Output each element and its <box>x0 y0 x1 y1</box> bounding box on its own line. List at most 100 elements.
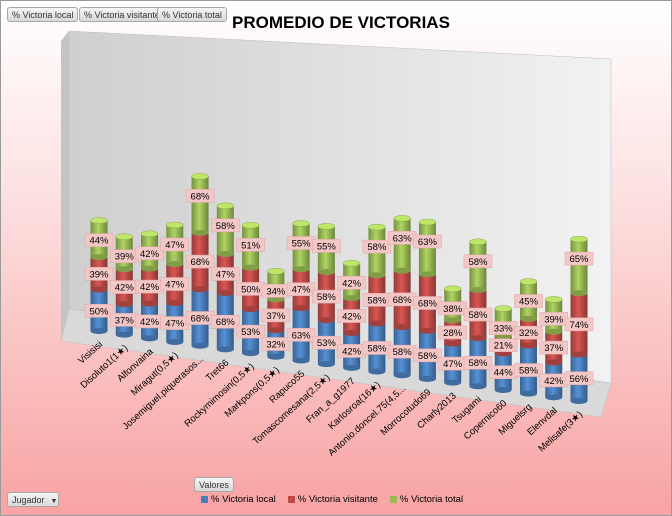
bar-segment-base <box>267 327 285 334</box>
data-label: 42% <box>342 278 362 289</box>
bar-segment-base <box>519 390 537 397</box>
side-wall <box>61 31 69 341</box>
bar-top <box>418 218 437 226</box>
data-label: 47% <box>292 285 312 296</box>
bar-top <box>90 217 108 224</box>
data-label: 50% <box>89 306 109 317</box>
data-label-box <box>211 314 240 329</box>
data-label: 34% <box>266 286 286 297</box>
bar-stack: 47% 47% 47% <box>160 221 190 346</box>
player-field-label: Jugador <box>12 495 45 505</box>
data-label: 58% <box>216 221 236 232</box>
data-label: 37% <box>266 311 286 322</box>
data-label: 28% <box>443 328 463 339</box>
bar-top <box>443 285 462 293</box>
bar-segment-base <box>393 324 411 331</box>
bar-top <box>570 235 588 243</box>
bar-segment-base <box>292 357 310 364</box>
bar-segment <box>191 176 209 233</box>
bar-segment-base <box>141 300 159 307</box>
data-label-box <box>84 267 114 281</box>
bar-top <box>544 296 563 303</box>
legend-item-local: % Victoria local <box>201 492 276 506</box>
bar-segment-base <box>292 266 310 273</box>
data-label: 53% <box>241 327 261 338</box>
data-label-box <box>337 275 366 290</box>
bar-segment-base <box>317 361 335 368</box>
data-label: 44% <box>494 368 514 379</box>
bar-stack: 42% 42% 42% <box>337 260 366 371</box>
bar-segment-base <box>216 346 234 353</box>
bar-segment-base <box>90 328 108 334</box>
player-field-button[interactable]: Jugador ▼ <box>7 492 59 507</box>
data-label: 42% <box>140 249 160 260</box>
data-label-box <box>539 340 569 355</box>
values-field-button[interactable]: Valores <box>194 477 234 492</box>
data-label: 47% <box>165 280 185 291</box>
data-label: 47% <box>165 319 185 330</box>
data-label-box <box>160 237 190 252</box>
data-label-box <box>286 328 316 342</box>
data-label-box <box>463 254 493 269</box>
data-label: 58% <box>317 292 337 303</box>
data-label-box <box>488 338 518 353</box>
data-label: 21% <box>494 341 514 352</box>
data-label: 58% <box>367 343 387 354</box>
data-label-box <box>261 308 291 323</box>
bar-segment-base <box>90 286 108 293</box>
bar-segment-base <box>166 300 184 307</box>
data-label: 68% <box>191 314 211 325</box>
data-label: 55% <box>292 239 312 250</box>
bar-segment-base <box>368 368 386 375</box>
bar-segment-base <box>469 383 487 390</box>
data-label: 47% <box>216 269 236 280</box>
bar-top <box>368 223 386 231</box>
bar-stack: 68% 68% 68% <box>185 173 215 349</box>
data-label: 74% <box>569 320 589 331</box>
data-label: 58% <box>393 347 413 358</box>
bar-segment-base <box>418 327 436 334</box>
bar-segment-base <box>115 300 133 307</box>
data-label: 45% <box>519 297 539 308</box>
data-label: 56% <box>569 374 589 385</box>
data-label: 33% <box>494 324 514 335</box>
data-label-box <box>312 239 341 253</box>
data-label: 55% <box>317 241 337 252</box>
filter-button-total[interactable]: % Victoria total <box>157 7 227 22</box>
bar-segment-base <box>519 342 537 349</box>
data-label-box <box>135 246 164 261</box>
bar-stack: 53% 58% 55% <box>312 223 341 368</box>
data-label-box <box>312 289 341 304</box>
bar-segment-base <box>267 296 285 303</box>
data-label: 47% <box>165 240 185 251</box>
data-label: 39% <box>115 252 135 263</box>
bar-stack: 63% 47% 55% <box>286 220 316 364</box>
data-label-box <box>337 309 366 323</box>
data-label: 58% <box>468 310 488 321</box>
filter-button-local[interactable]: % Victoria local <box>7 7 79 22</box>
bar-top <box>342 260 361 267</box>
bar-segment-base <box>444 379 462 386</box>
data-label-box <box>413 348 442 363</box>
bar-stack: 50% 39% 44% <box>84 217 114 334</box>
legend-swatch-visitante <box>287 495 295 503</box>
data-label-box <box>211 218 240 233</box>
bar-segment-base <box>418 271 436 278</box>
data-label-box <box>236 237 265 252</box>
data-label-box <box>185 189 215 203</box>
data-label-box <box>564 371 594 386</box>
data-label: 42% <box>140 282 160 293</box>
data-label: 42% <box>115 283 135 294</box>
bar-segment-base <box>393 372 411 379</box>
bar-top <box>241 222 260 229</box>
bar-segment-base <box>166 261 184 268</box>
bar-segment-base <box>343 295 361 302</box>
legend-swatch-local <box>201 495 208 503</box>
data-label-box <box>514 363 543 377</box>
bar-top <box>115 233 134 240</box>
data-label: 37% <box>115 315 135 326</box>
data-label: 58% <box>367 242 387 253</box>
bar-segment-base <box>570 398 588 404</box>
bar-stack: 42% 37% 39% <box>539 296 569 401</box>
